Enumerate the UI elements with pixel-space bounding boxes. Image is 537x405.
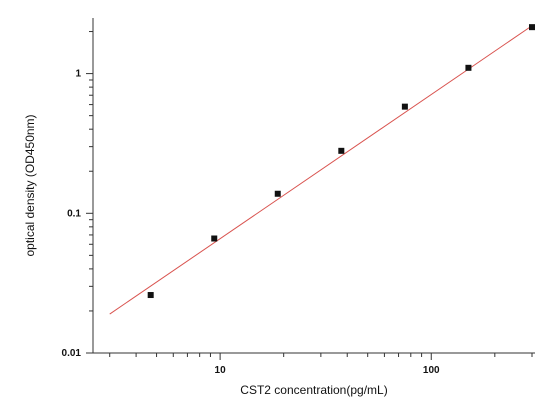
data-point <box>211 235 218 242</box>
data-point <box>147 292 154 299</box>
fit-line-group <box>109 25 533 315</box>
data-point <box>338 147 345 154</box>
data-point <box>401 103 408 110</box>
y-tick-label: 0.01 <box>62 348 82 359</box>
data-point <box>465 64 472 71</box>
x-tick-label: 100 <box>423 365 440 376</box>
data-point <box>274 190 281 197</box>
data-point <box>528 24 535 31</box>
fit-line <box>109 25 533 315</box>
data-points <box>147 24 535 299</box>
ticks: 10 100 0.01 0.1 1 <box>62 31 533 376</box>
x-axis-title: CST2 concentration(pg/mL) <box>240 383 387 397</box>
y-axis-title: optical density (OD450nm) <box>23 114 37 256</box>
y-tick-label: 1 <box>75 69 81 80</box>
y-tick-label: 0.1 <box>67 208 81 219</box>
x-tick-label: 10 <box>215 365 227 376</box>
